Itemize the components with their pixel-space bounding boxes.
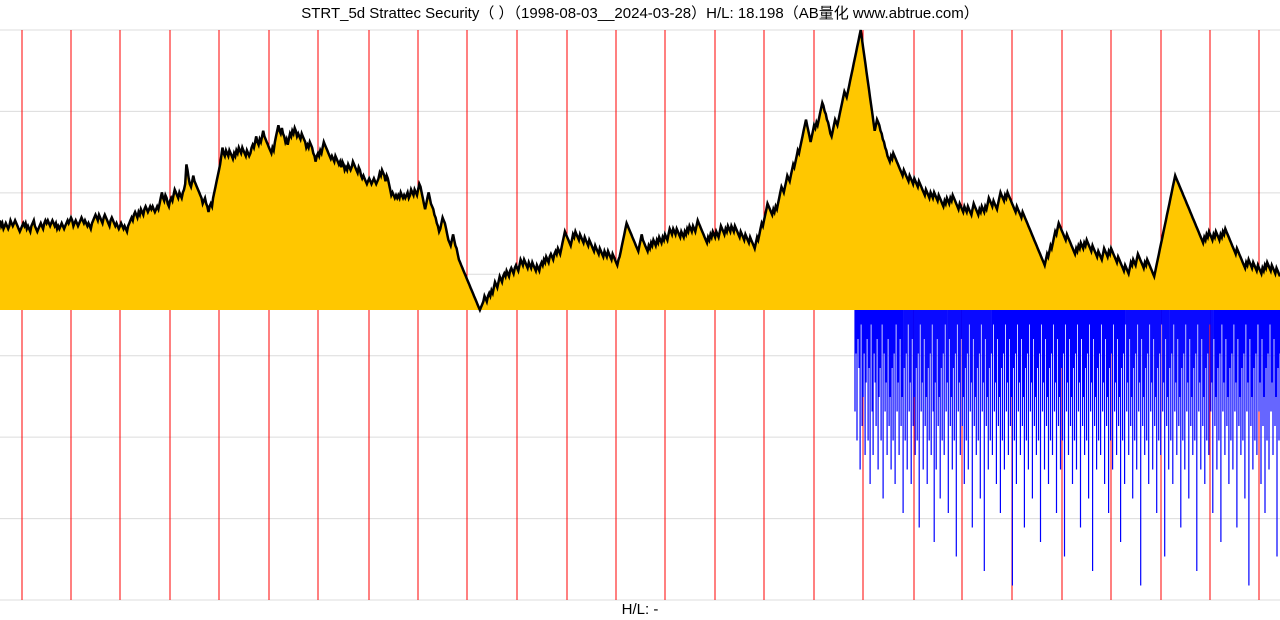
price-chart (0, 0, 1280, 620)
chart-footer: H/L: - (0, 601, 1280, 618)
chart-title: STRT_5d Strattec Security（ ）（1998-08-03_… (0, 2, 1280, 23)
chart-container: STRT_5d Strattec Security（ ）（1998-08-03_… (0, 0, 1280, 620)
